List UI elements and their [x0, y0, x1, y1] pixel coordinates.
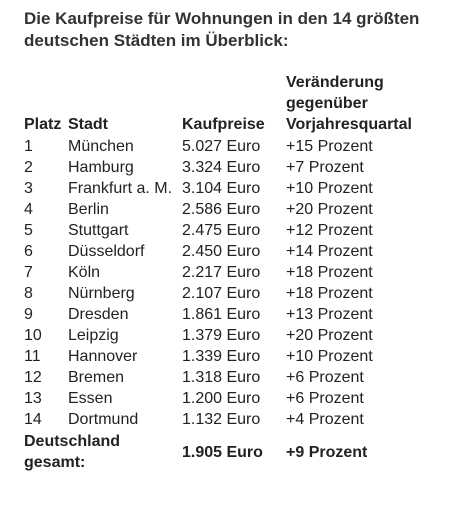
table-cell: 5.027 Euro — [182, 138, 261, 155]
table-row: 5 Stuttgart 2.475 Euro +12 Prozent — [22, 220, 448, 241]
table-cell: +12 Prozent — [286, 222, 373, 239]
total-cell: 1.905 Euro — [182, 443, 263, 461]
table-cell: 6 — [24, 243, 33, 260]
table-row: 11 Hannover 1.339 Euro +10 Prozent — [22, 346, 448, 367]
table-cell: Frankfurt a. M. — [68, 180, 173, 197]
header-row: Platz Stadt Kaufpreise Veränderung gegenübe… — [22, 72, 448, 136]
table-row: 14 Dortmund 1.132 Euro +4 Prozent — [22, 409, 448, 430]
table-cell: 3.104 Euro — [182, 180, 261, 197]
table-cell: Hannover — [68, 348, 138, 365]
table-cell: 11 — [24, 348, 41, 365]
price-table: Platz Stadt Kaufpreise Veränderung gegenübe… — [22, 72, 448, 473]
table-cell: 2 — [24, 159, 33, 176]
table-cell: 3 — [24, 180, 33, 197]
table-cell: 1.318 Euro — [182, 369, 261, 386]
table-row: 3 Frankfurt a. M. 3.104 Euro +10 Prozent — [22, 178, 448, 199]
table-row: 8 Nürnberg 2.107 Euro +18 Prozent — [22, 283, 448, 304]
table-cell: 9 — [24, 306, 33, 323]
total-cell: +9 Prozent — [286, 443, 368, 461]
title: Die Kaufpreise für Wohnungen in den 14 g… — [24, 9, 420, 50]
table-cell: 1.379 Euro — [182, 327, 261, 344]
table-cell: +7 Prozent — [286, 159, 364, 176]
table-cell: +4 Prozent — [286, 411, 364, 428]
table-cell: 1.132 Euro — [182, 411, 261, 428]
table-cell: Berlin — [68, 201, 109, 218]
table-cell: Essen — [68, 390, 113, 407]
table-cell: Bremen — [68, 369, 125, 386]
table-cell: +20 Prozent — [286, 327, 373, 344]
table-cell: +18 Prozent — [286, 264, 373, 281]
column-header: Veränderung gegenüber Vorjahresquartal — [286, 74, 412, 133]
table-cell: Leipzig — [68, 327, 119, 344]
table-cell: +6 Prozent — [286, 369, 364, 386]
table-row: 9 Dresden 1.861 Euro +13 Prozent — [22, 304, 448, 325]
table-cell: +15 Prozent — [286, 138, 373, 155]
table-cell: 13 — [24, 390, 42, 407]
table-cell: Nürnberg — [68, 285, 135, 302]
table-row: 7 Köln 2.217 Euro +18 Prozent — [22, 262, 448, 283]
table-cell: +18 Prozent — [286, 285, 373, 302]
table-cell: +14 Prozent — [286, 243, 373, 260]
table-cell: Dortmund — [68, 411, 139, 428]
table-cell: +13 Prozent — [286, 306, 373, 323]
table-cell: 2.586 Euro — [182, 201, 261, 218]
table-row: 6 Düsseldorf 2.450 Euro +14 Prozent — [22, 241, 448, 262]
table-cell: 2.217 Euro — [182, 264, 261, 281]
table-row: 1 München 5.027 Euro +15 Prozent — [22, 136, 448, 157]
table-cell: 7 — [24, 264, 33, 281]
total-label: Deutschland gesamt: — [24, 433, 121, 471]
column-header: Platz — [24, 116, 62, 133]
table-cell: +20 Prozent — [286, 201, 373, 218]
table-cell: Düsseldorf — [68, 243, 145, 260]
table-cell: +10 Prozent — [286, 348, 373, 365]
table-cell: München — [68, 138, 134, 155]
table-cell: 10 — [24, 327, 42, 344]
table-cell: 3.324 Euro — [182, 159, 261, 176]
table-cell: +6 Prozent — [286, 390, 364, 407]
table-cell: 1 — [24, 138, 33, 155]
table-cell: +10 Prozent — [286, 180, 373, 197]
table-cell: Dresden — [68, 306, 129, 323]
table-cell: 8 — [24, 285, 33, 302]
table-cell: 1.339 Euro — [182, 348, 261, 365]
table-row: 12 Bremen 1.318 Euro +6 Prozent — [22, 367, 448, 388]
table-cell: Stuttgart — [68, 222, 129, 239]
table-cell: 4 — [24, 201, 33, 218]
table-row: 13 Essen 1.200 Euro +6 Prozent — [22, 388, 448, 409]
table-cell: 2.475 Euro — [182, 222, 261, 239]
table-cell: 14 — [24, 411, 42, 428]
table-cell: 2.450 Euro — [182, 243, 261, 260]
table-row: 10 Leipzig 1.379 Euro +20 Prozent — [22, 325, 448, 346]
table-cell: 5 — [24, 222, 33, 239]
table-row: 2 Hamburg 3.324 Euro +7 Prozent — [22, 157, 448, 178]
column-header: Stadt — [68, 116, 108, 133]
table-cell: 1.861 Euro — [182, 306, 261, 323]
total-row: Deutschland gesamt: 1.905 Euro +9 Prozent — [22, 430, 448, 473]
table-cell: 2.107 Euro — [182, 285, 261, 302]
table-cell: 12 — [24, 369, 42, 386]
table-cell: Köln — [68, 264, 101, 281]
table-row: 4 Berlin 2.586 Euro +20 Prozent — [22, 199, 448, 220]
column-header: Kaufpreise — [182, 116, 265, 133]
table-cell: Hamburg — [68, 159, 134, 176]
table-cell: 1.200 Euro — [182, 390, 261, 407]
